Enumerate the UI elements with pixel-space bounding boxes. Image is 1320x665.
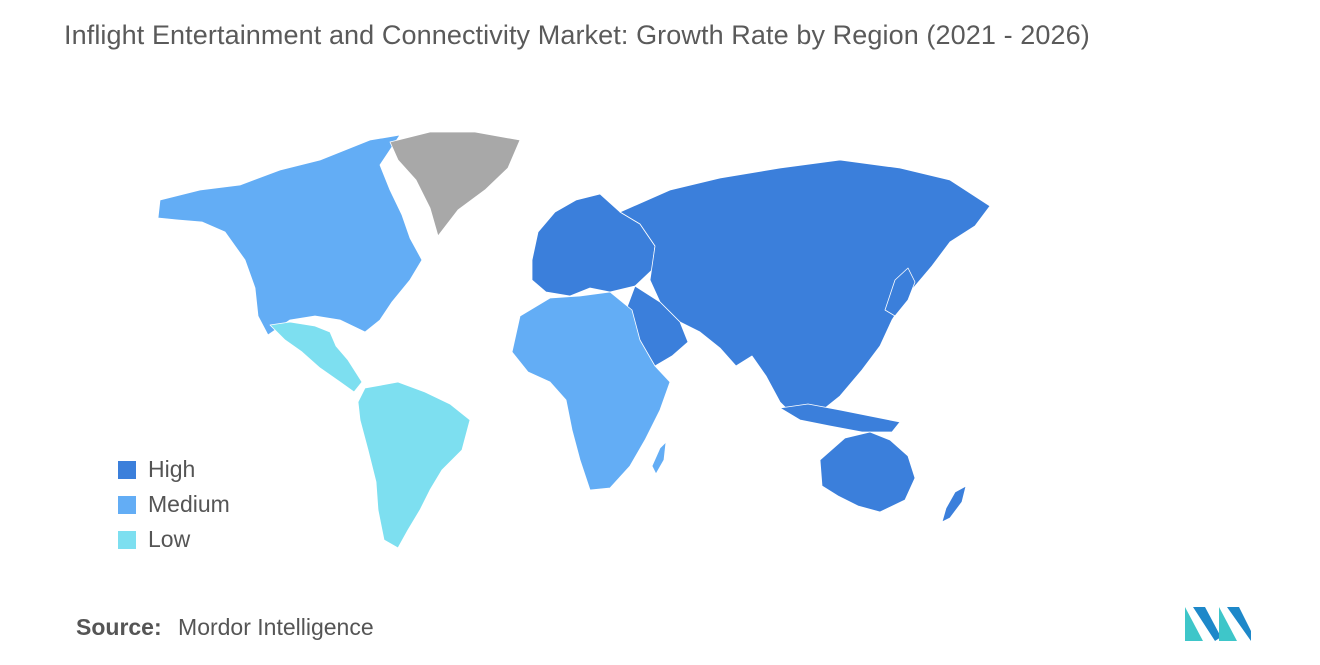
- legend-label-medium: Medium: [148, 491, 230, 517]
- region-south-america: [357, 381, 471, 549]
- region-greenland: [389, 131, 521, 237]
- region-asia-pacific: [619, 159, 991, 419]
- region-australia: [819, 431, 916, 513]
- legend-item-low: Low: [118, 522, 230, 557]
- source-label: Source:: [76, 614, 162, 640]
- legend-swatch-medium: [118, 495, 136, 514]
- chart-title: Inflight Entertainment and Connectivity …: [64, 20, 1090, 50]
- legend-item-high: High: [118, 452, 230, 487]
- region-central-america: [269, 321, 363, 393]
- region-madagascar: [651, 441, 667, 475]
- legend-swatch-low: [118, 530, 136, 549]
- legend-label-high: High: [148, 456, 196, 482]
- legend-item-medium: Medium: [118, 487, 230, 522]
- legend-label-low: Low: [148, 526, 191, 552]
- mordor-intelligence-logo-icon: [1185, 607, 1251, 641]
- legend-swatch-high: [118, 460, 136, 479]
- legend: High Medium Low: [118, 452, 230, 557]
- source-name: Mordor Intelligence: [178, 614, 374, 640]
- region-southeast-asia-islands: [779, 403, 901, 433]
- region-japan: [884, 267, 916, 317]
- region-new-zealand: [941, 485, 967, 523]
- world-map: [157, 131, 991, 549]
- source-line: Source: Mordor Intelligence: [76, 614, 374, 641]
- region-africa: [511, 291, 671, 491]
- region-north-america: [157, 134, 423, 336]
